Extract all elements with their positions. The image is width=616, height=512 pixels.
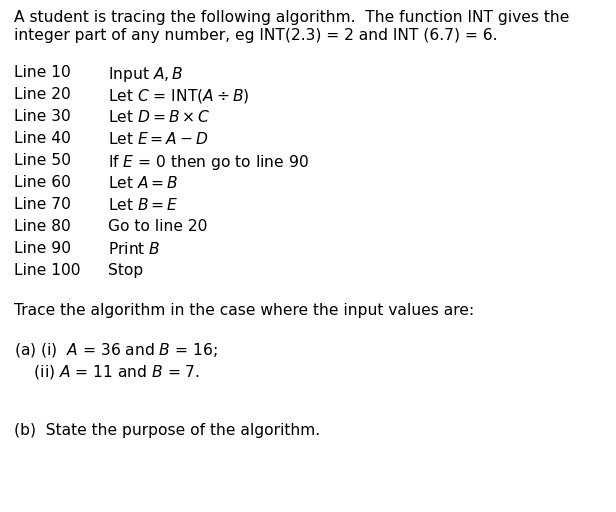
Text: (a) (i)  $\mathit{A}$ = 36 and $\mathit{B}$ = 16;: (a) (i) $\mathit{A}$ = 36 and $\mathit{B…	[14, 341, 217, 359]
Text: Let $\mathit{E} = \mathit{A} - \mathit{D}$: Let $\mathit{E} = \mathit{A} - \mathit{D…	[108, 131, 209, 147]
Text: Stop: Stop	[108, 263, 144, 278]
Text: (b)  State the purpose of the algorithm.: (b) State the purpose of the algorithm.	[14, 423, 320, 438]
Text: A student is tracing the following algorithm.  The function INT gives the: A student is tracing the following algor…	[14, 10, 569, 25]
Text: Input $\mathit{A, B}$: Input $\mathit{A, B}$	[108, 65, 184, 84]
Text: Print $\mathit{B}$: Print $\mathit{B}$	[108, 241, 161, 257]
Text: integer part of any number, eg INT(2.3) = 2 and INT (6.7) = 6.: integer part of any number, eg INT(2.3) …	[14, 28, 498, 43]
Text: Trace the algorithm in the case where the input values are:: Trace the algorithm in the case where th…	[14, 303, 474, 318]
Text: If $\mathit{E}$ = 0 then go to line 90: If $\mathit{E}$ = 0 then go to line 90	[108, 153, 309, 172]
Text: (ii) $\mathit{A}$ = 11 and $\mathit{B}$ = 7.: (ii) $\mathit{A}$ = 11 and $\mathit{B}$ …	[14, 363, 200, 381]
Text: Line 80: Line 80	[14, 219, 71, 234]
Text: Go to line 20: Go to line 20	[108, 219, 208, 234]
Text: Line 30: Line 30	[14, 109, 71, 124]
Text: Let $\mathit{D} = \mathit{B} \times \mathit{C}$: Let $\mathit{D} = \mathit{B} \times \mat…	[108, 109, 211, 125]
Text: Line 50: Line 50	[14, 153, 71, 168]
Text: Line 60: Line 60	[14, 175, 71, 190]
Text: Line 100: Line 100	[14, 263, 81, 278]
Text: Line 90: Line 90	[14, 241, 71, 256]
Text: Line 70: Line 70	[14, 197, 71, 212]
Text: Line 20: Line 20	[14, 87, 71, 102]
Text: Let $\mathit{C}$ = INT($\mathit{A} \div \mathit{B}$): Let $\mathit{C}$ = INT($\mathit{A} \div …	[108, 87, 249, 105]
Text: Line 40: Line 40	[14, 131, 71, 146]
Text: Let $\mathit{A} = \mathit{B}$: Let $\mathit{A} = \mathit{B}$	[108, 175, 179, 191]
Text: Line 10: Line 10	[14, 65, 71, 80]
Text: Let $\mathit{B} = \mathit{E}$: Let $\mathit{B} = \mathit{E}$	[108, 197, 179, 213]
